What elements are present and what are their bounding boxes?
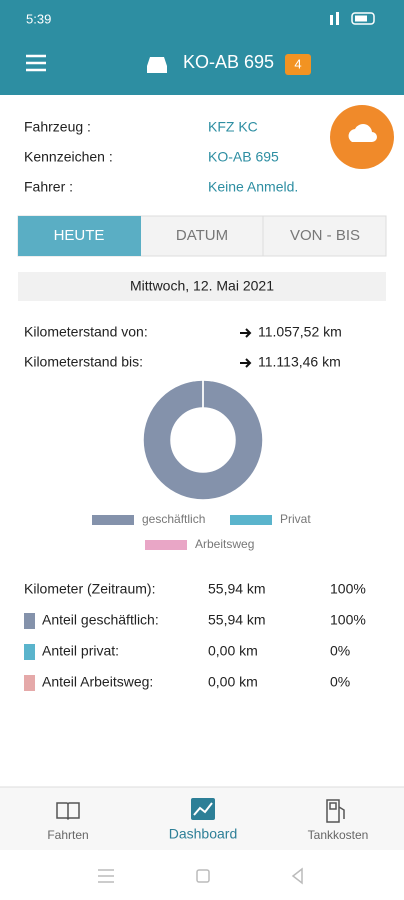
- stat-percent: 0%: [330, 674, 350, 690]
- stat-label: Anteil Arbeitsweg:: [42, 674, 153, 690]
- info-value: KFZ KC: [208, 119, 258, 135]
- car-icon: [147, 57, 167, 73]
- stat-km: 0,00 km: [208, 643, 258, 659]
- donut-segment: [142, 379, 264, 501]
- odo-value: 11.057,52 km: [258, 324, 342, 340]
- legend-label: Arbeitsweg: [195, 537, 254, 551]
- donut-chart: geschäftlich Privat Arbeitsweg: [92, 379, 311, 551]
- nav-item[interactable]: Fahrten: [47, 828, 88, 842]
- tab[interactable]: VON - BIS: [290, 227, 360, 244]
- nav-item[interactable]: Dashboard: [169, 826, 238, 842]
- tab-active[interactable]: [18, 216, 141, 256]
- system-buttons[interactable]: [98, 867, 303, 885]
- stat-percent: 100%: [330, 612, 366, 628]
- arrow-icon: [240, 358, 252, 368]
- stat-km: 0,00 km: [208, 674, 258, 690]
- arrow-icon: [240, 328, 252, 338]
- menu-button[interactable]: [26, 54, 46, 72]
- header-title: KO-AB 695: [183, 52, 274, 72]
- date-box: [18, 272, 386, 301]
- stat-km: 55,94 km: [208, 612, 266, 628]
- legend-swatch: [145, 540, 187, 550]
- legend-swatch: [230, 515, 272, 525]
- info-label: Fahrzeug :: [24, 119, 91, 135]
- info-value: KO-AB 695: [208, 149, 279, 165]
- app-bar: [0, 0, 404, 95]
- legend-label: geschäftlich: [142, 512, 205, 526]
- tab[interactable]: DATUM: [176, 227, 228, 244]
- stat-swatch: [24, 613, 35, 629]
- date: Mittwoch, 12. Mai 2021: [130, 278, 274, 294]
- info-label: Kennzeichen :: [24, 149, 113, 165]
- stat-label: Anteil geschäftlich:: [42, 612, 159, 628]
- cloud-icon: [348, 124, 377, 142]
- odo-value: 11.113,46 km: [258, 354, 341, 370]
- legend-label: Privat: [280, 512, 311, 526]
- badge: [285, 54, 311, 75]
- status-icons: [330, 12, 375, 25]
- info-label: Fahrer :: [24, 179, 73, 195]
- stats-table: Kilometer (Zeitraum): 55,94 km 100% Anteil …: [24, 581, 366, 691]
- chart-icon: [193, 802, 213, 816]
- stat-km: 55,94 km: [208, 581, 266, 597]
- tab[interactable]: HEUTE: [54, 227, 105, 244]
- nav-item[interactable]: Tankkosten: [308, 828, 369, 842]
- stat-label: Kilometer (Zeitraum):: [24, 581, 155, 597]
- odo-label: Kilometerstand bis:: [24, 354, 143, 370]
- status-time: 5:39: [26, 11, 51, 26]
- book-icon: [56, 802, 80, 821]
- odo-label: Kilometerstand von:: [24, 324, 148, 340]
- fuel-icon: [326, 799, 345, 823]
- system-nav: [0, 850, 404, 900]
- badge-text: 4: [294, 56, 301, 71]
- stat-percent: 0%: [330, 643, 350, 659]
- legend-swatch: [92, 515, 134, 525]
- stat-swatch: [24, 675, 35, 691]
- dashboard-icon: [191, 798, 215, 820]
- stat-label: Anteil privat:: [42, 643, 119, 659]
- info-value: Keine Anmeld.: [208, 179, 298, 195]
- stat-swatch: [24, 644, 35, 660]
- stat-percent: 100%: [330, 581, 366, 597]
